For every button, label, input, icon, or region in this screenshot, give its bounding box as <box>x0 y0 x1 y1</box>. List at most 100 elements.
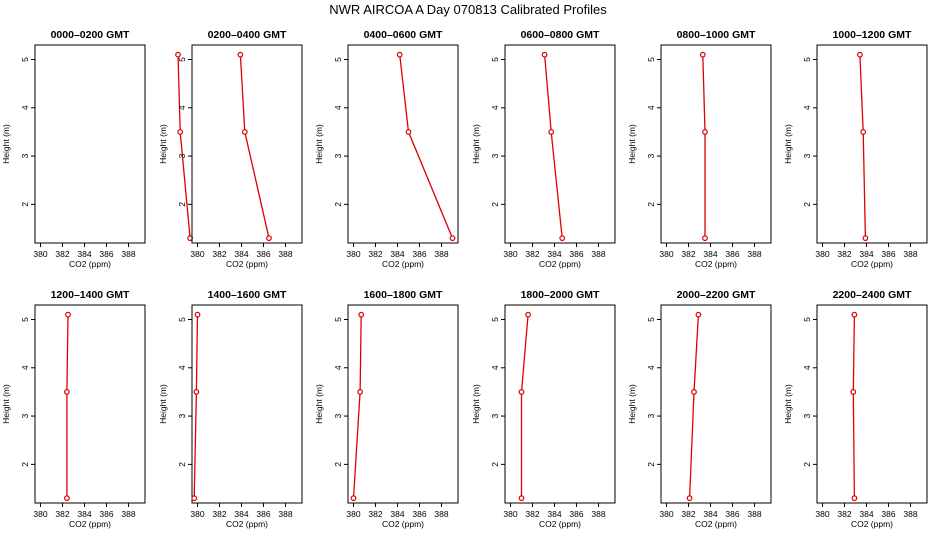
x-axis-label: CO2 (ppm) <box>695 259 737 269</box>
panel-9: 1600–1800 GMT 380 382 384 386 388 CO2 (ppm) 2 3 4… <box>314 289 459 529</box>
x-tick-label: 386 <box>881 249 895 259</box>
figure-title: NWR AIRCOA A Day 070813 Calibrated Profi… <box>329 2 607 17</box>
y-tick-label: 3 <box>646 413 656 418</box>
series-line <box>66 314 69 499</box>
y-axis-label: Height (m) <box>783 124 793 164</box>
x-tick-label: 386 <box>881 509 895 519</box>
plot-frame <box>34 304 146 504</box>
y-tick-label: 5 <box>802 317 812 322</box>
y-tick-label: 2 <box>490 202 500 207</box>
y-tick-label: 5 <box>490 57 500 62</box>
y-tick-label: 4 <box>177 365 187 370</box>
panel-title: 0000–0200 GMT <box>51 29 130 41</box>
y-tick-label: 4 <box>490 105 500 110</box>
panel-title: 0600–0800 GMT <box>521 29 600 41</box>
x-tick-label: 384 <box>703 249 717 259</box>
x-tick-label: 384 <box>859 249 873 259</box>
data-point <box>559 235 566 242</box>
x-tick-label: 382 <box>837 509 851 519</box>
x-axis-label: CO2 (ppm) <box>382 519 424 529</box>
x-tick-label: 380 <box>190 249 204 259</box>
plot-frame <box>504 304 616 504</box>
y-tick-label: 3 <box>20 153 30 158</box>
data-point <box>65 311 71 318</box>
x-tick-label: 380 <box>346 249 360 259</box>
data-point <box>177 129 184 135</box>
x-tick-label: 384 <box>547 249 561 259</box>
x-tick-label: 388 <box>121 509 135 519</box>
data-point <box>241 129 248 135</box>
y-axis-label: Height (m) <box>471 384 481 424</box>
data-point <box>525 311 531 318</box>
series-line <box>859 54 867 239</box>
y-axis-label: Height (m) <box>627 124 637 164</box>
x-tick-label: 380 <box>659 249 673 259</box>
x-tick-label: 380 <box>190 509 204 519</box>
y-tick-label: 3 <box>20 413 30 418</box>
series-line <box>702 54 706 239</box>
y-tick-label: 3 <box>490 413 500 418</box>
y-tick-label: 3 <box>802 153 812 158</box>
plot-frame <box>660 304 772 504</box>
panel-title: 1600–1800 GMT <box>364 289 443 301</box>
x-tick-label: 386 <box>99 249 113 259</box>
y-tick-label: 3 <box>333 153 343 158</box>
x-tick-label: 388 <box>903 249 917 259</box>
x-tick-label: 382 <box>55 509 69 519</box>
series-line <box>177 54 191 239</box>
data-point <box>699 51 706 58</box>
panel-title: 0800–1000 GMT <box>677 29 756 41</box>
y-axis-label: Height (m) <box>158 124 168 164</box>
plot-frame <box>347 304 459 504</box>
y-tick-label: 5 <box>20 317 30 322</box>
x-tick-label: 388 <box>434 509 448 519</box>
y-tick-label: 2 <box>646 202 656 207</box>
x-tick-label: 382 <box>368 509 382 519</box>
x-tick-label: 382 <box>368 249 382 259</box>
x-tick-label: 384 <box>77 509 91 519</box>
data-point <box>63 389 70 395</box>
x-tick-label: 380 <box>33 249 47 259</box>
x-tick-label: 386 <box>725 509 739 519</box>
y-tick-label: 4 <box>646 105 656 110</box>
plot-frame <box>34 44 146 244</box>
data-point <box>357 389 364 395</box>
y-tick-label: 2 <box>802 202 812 207</box>
x-tick-label: 382 <box>525 509 539 519</box>
x-tick-label: 384 <box>859 509 873 519</box>
data-point <box>237 51 244 58</box>
data-point <box>691 389 697 395</box>
panel-title: 1200–1400 GMT <box>51 289 130 301</box>
y-tick-label: 4 <box>20 365 30 370</box>
x-tick-label: 384 <box>703 509 717 519</box>
data-point <box>191 495 198 502</box>
x-tick-label: 380 <box>503 249 517 259</box>
panel-11: 2000–2200 GMT 380 382 384 386 388 CO2 (ppm) 2 3 4… <box>627 289 772 529</box>
data-point <box>541 51 548 58</box>
y-tick-label: 2 <box>333 202 343 207</box>
data-point <box>396 51 403 58</box>
x-tick-label: 386 <box>412 249 426 259</box>
data-point <box>266 235 272 242</box>
x-tick-label: 382 <box>55 249 69 259</box>
series-line <box>193 314 199 499</box>
panel-2: 0200–0400 GMT 380 382 384 386 388 CO2 (ppm) 2 3 4… <box>158 29 303 269</box>
plot-frame <box>347 44 459 244</box>
x-tick-label: 382 <box>681 509 695 519</box>
x-tick-label: 380 <box>815 509 829 519</box>
y-tick-label: 2 <box>333 462 343 467</box>
y-axis-label: Height (m) <box>158 384 168 424</box>
x-tick-label: 380 <box>815 249 829 259</box>
y-tick-label: 4 <box>177 105 187 110</box>
y-tick-label: 2 <box>490 462 500 467</box>
x-tick-label: 382 <box>837 249 851 259</box>
data-point <box>857 51 863 58</box>
data-point <box>860 129 867 135</box>
series-line <box>543 54 563 239</box>
x-tick-label: 380 <box>33 509 47 519</box>
x-axis-label: CO2 (ppm) <box>851 519 893 529</box>
y-tick-label: 3 <box>177 153 187 158</box>
y-tick-label: 5 <box>333 317 343 322</box>
x-axis-label: CO2 (ppm) <box>226 519 268 529</box>
x-tick-label: 382 <box>212 509 226 519</box>
